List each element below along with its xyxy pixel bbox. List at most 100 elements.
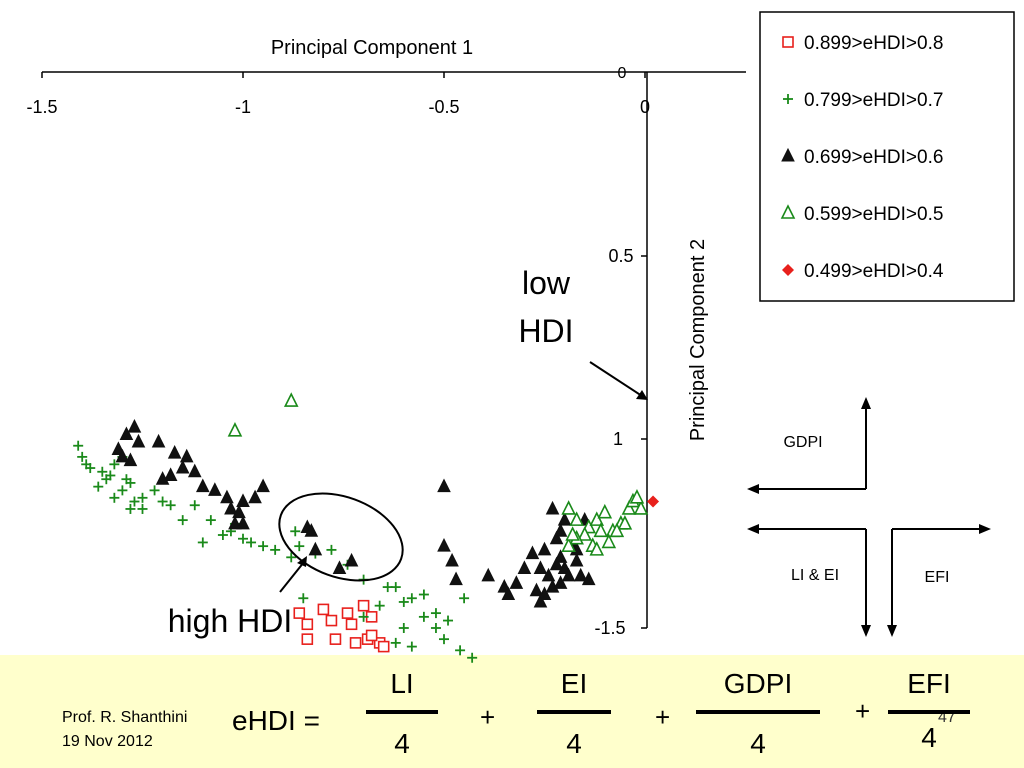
- legend-marker: [783, 94, 793, 104]
- data-point: [390, 637, 401, 648]
- data-point: [533, 560, 548, 574]
- data-point: [129, 496, 140, 507]
- y-axis-ticks: 0.5 1 -1.5: [594, 246, 647, 638]
- x-axis-ticks: -1.5 -1 -0.5 0: [26, 72, 650, 117]
- data-point: [283, 392, 299, 407]
- formula-term-efi-den: 4: [921, 722, 937, 753]
- data-point: [195, 478, 210, 493]
- data-point: [228, 515, 242, 530]
- formula-term-efi-num: EFI: [907, 668, 951, 699]
- data-point: [561, 537, 576, 552]
- data-point: [227, 422, 243, 437]
- high-hdi-arrowhead: [297, 556, 307, 567]
- data-point: [501, 586, 516, 601]
- formula-term-li-den: 4: [394, 728, 410, 759]
- data-point: [557, 512, 572, 526]
- data-point: [326, 544, 337, 555]
- data-point: [593, 522, 609, 538]
- data-point: [569, 511, 584, 526]
- data-point: [597, 503, 613, 519]
- data-point: [246, 537, 257, 548]
- legend-label: 0.499>eHDI>0.4: [804, 261, 944, 282]
- data-point: [189, 500, 200, 511]
- low-hdi-arrowhead: [636, 390, 648, 400]
- data-point: [85, 463, 96, 474]
- data-point: [647, 495, 660, 508]
- data-point: [621, 500, 637, 515]
- legend-marker: [782, 36, 794, 48]
- data-point: [569, 552, 584, 567]
- formula-term-ei-den: 4: [566, 728, 582, 759]
- formula-term-efi-bar: [888, 710, 970, 714]
- data-point: [553, 523, 568, 537]
- data-point: [418, 589, 429, 600]
- formula-plus-3: +: [855, 696, 871, 726]
- data-point: [565, 526, 580, 541]
- data-point: [406, 593, 417, 604]
- data-point: [208, 482, 222, 496]
- data-point: [93, 481, 104, 492]
- legend-marker: [780, 204, 796, 219]
- data-point: [298, 593, 309, 604]
- legend-label: 0.899>eHDI>0.8: [804, 33, 943, 54]
- compass-efi-label: EFI: [925, 569, 950, 586]
- data-point: [525, 545, 540, 560]
- data-point: [344, 552, 359, 567]
- data-point: [236, 493, 250, 508]
- data-point: [270, 544, 281, 555]
- formula-term-li-bar: [366, 710, 438, 714]
- y-tick-label: 0.5: [608, 246, 633, 266]
- data-point: [329, 633, 342, 645]
- data-point: [131, 433, 146, 448]
- data-point: [439, 634, 449, 645]
- data-point: [581, 571, 596, 586]
- data-point: [97, 466, 108, 477]
- data-point: [553, 575, 568, 589]
- data-point: [293, 607, 306, 619]
- y-tick-label: 1: [613, 429, 623, 449]
- data-point: [220, 489, 234, 504]
- data-point: [349, 637, 362, 649]
- x-tick-label: -1.5: [26, 97, 57, 117]
- data-point: [115, 448, 130, 463]
- data-point: [445, 552, 459, 567]
- data-point: [290, 526, 301, 537]
- data-point: [481, 567, 496, 582]
- data-point: [332, 560, 347, 574]
- x-tick-label: -1: [235, 97, 251, 117]
- data-point: [197, 537, 208, 548]
- data-point: [294, 541, 305, 552]
- compass-li-ei-label: LI & EI: [791, 567, 839, 584]
- low-hdi-arrow: [589, 361, 643, 397]
- data-point: [224, 500, 238, 515]
- data-point: [109, 459, 120, 470]
- data-point: [137, 503, 148, 514]
- x-axis-zero-label: 0: [618, 65, 627, 82]
- data-point: [529, 582, 544, 597]
- formula-plus-2: +: [655, 702, 671, 732]
- formula-term-li-num: LI: [390, 668, 414, 699]
- data-point: [341, 607, 354, 619]
- data-point: [573, 567, 588, 582]
- data-point: [205, 515, 216, 526]
- data-point: [109, 492, 120, 503]
- high-hdi-ellipse: [278, 492, 404, 582]
- data-point: [357, 599, 370, 612]
- data-point: [256, 478, 270, 493]
- data-point: [179, 448, 194, 463]
- data-point: [377, 640, 390, 653]
- data-point: [561, 567, 576, 582]
- high-hdi-arrow: [279, 561, 305, 593]
- data-point: [553, 549, 568, 563]
- footer-date: 19 Nov 2012: [62, 733, 153, 750]
- data-point: [73, 440, 84, 451]
- data-point: [455, 645, 466, 656]
- data-point: [163, 467, 178, 481]
- x-tick-label: 0: [640, 97, 650, 117]
- data-point: [345, 618, 358, 631]
- data-point: [119, 426, 134, 441]
- x-axis-label: Principal Component 1: [271, 37, 473, 59]
- data-point: [418, 611, 429, 622]
- high-hdi-label: high HDI: [168, 603, 293, 639]
